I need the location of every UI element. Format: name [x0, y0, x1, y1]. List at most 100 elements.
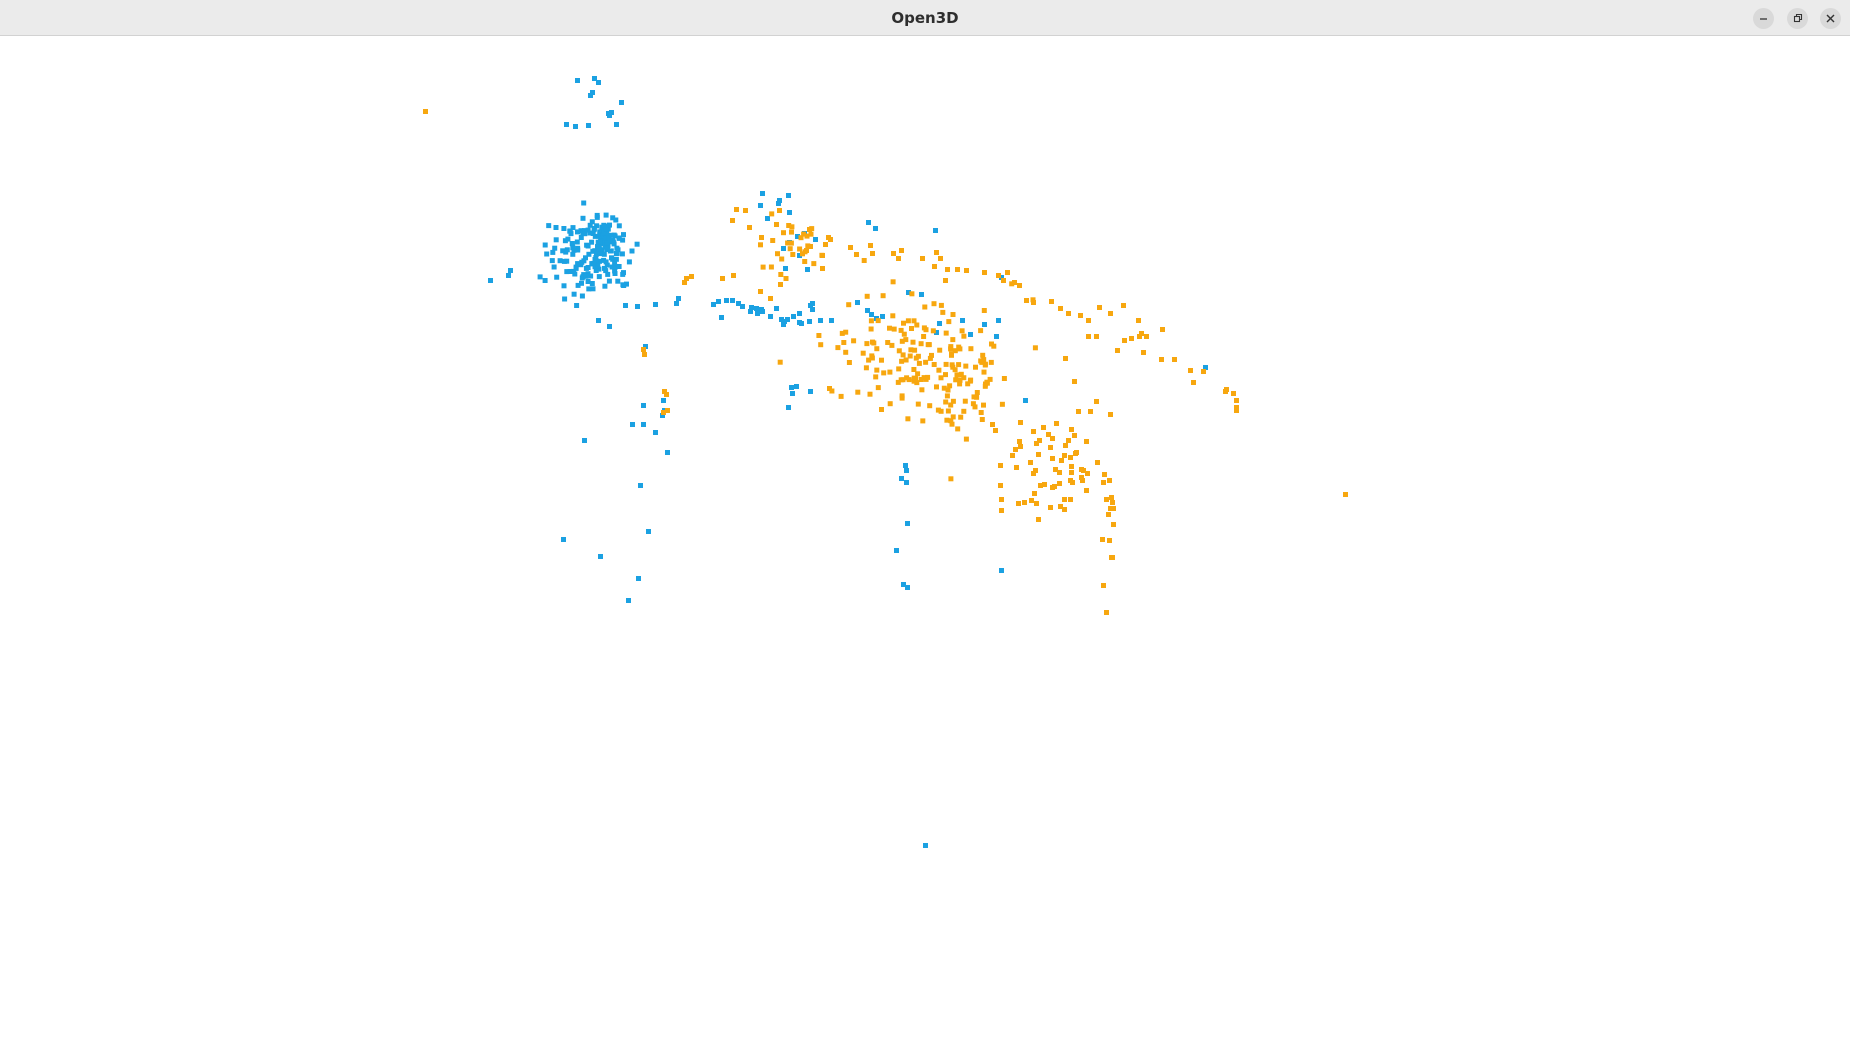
- point: [961, 408, 967, 414]
- point: [769, 211, 775, 217]
- point: [898, 327, 904, 333]
- point: [953, 377, 959, 383]
- point: [890, 279, 896, 285]
- point: [609, 237, 615, 243]
- point: [570, 245, 576, 251]
- point: [798, 235, 804, 241]
- restore-icon: [1793, 13, 1803, 23]
- point: [665, 450, 670, 455]
- point: [962, 398, 968, 404]
- point: [984, 380, 990, 386]
- close-button[interactable]: [1820, 8, 1841, 29]
- point: [911, 378, 917, 384]
- point: [607, 324, 612, 329]
- point: [608, 232, 614, 238]
- point: [781, 246, 786, 251]
- point: [621, 282, 627, 288]
- point: [583, 255, 588, 261]
- minimize-button[interactable]: [1753, 8, 1774, 29]
- point: [614, 122, 619, 127]
- point: [999, 401, 1005, 407]
- point: [905, 416, 911, 422]
- point: [949, 351, 954, 357]
- point: [1058, 504, 1063, 509]
- point: [606, 235, 612, 241]
- point: [589, 219, 595, 225]
- point: [1037, 438, 1042, 443]
- 3d-viewport[interactable]: [0, 37, 1850, 1053]
- point: [711, 302, 716, 307]
- point: [956, 362, 962, 368]
- point: [1104, 497, 1109, 502]
- point: [879, 407, 884, 412]
- point: [664, 392, 669, 397]
- point: [912, 347, 918, 353]
- point: [944, 417, 950, 423]
- point: [898, 377, 904, 383]
- point: [1050, 485, 1055, 490]
- point: [734, 207, 739, 212]
- point: [881, 370, 887, 376]
- point: [782, 319, 787, 324]
- point: [602, 283, 608, 289]
- point: [621, 232, 626, 238]
- point: [930, 328, 936, 334]
- point: [1031, 300, 1036, 305]
- point: [423, 109, 428, 114]
- point: [921, 325, 927, 331]
- point: [662, 389, 667, 394]
- point: [843, 349, 849, 355]
- point: [638, 483, 643, 488]
- point: [1032, 345, 1038, 351]
- point: [1046, 432, 1051, 437]
- point: [1191, 380, 1196, 385]
- point: [982, 383, 988, 389]
- point: [607, 113, 612, 118]
- point: [561, 283, 567, 289]
- point: [626, 259, 632, 265]
- point: [629, 248, 635, 254]
- point: [603, 212, 609, 218]
- point: [810, 301, 815, 306]
- close-icon: [1826, 14, 1835, 23]
- point: [748, 309, 753, 314]
- point: [781, 322, 786, 327]
- restore-button[interactable]: [1787, 8, 1808, 29]
- point: [1034, 441, 1039, 446]
- point: [634, 241, 640, 247]
- window-title: Open3D: [891, 9, 959, 27]
- point: [790, 391, 795, 396]
- point: [880, 293, 886, 299]
- point: [1053, 467, 1058, 472]
- point: [619, 251, 625, 257]
- point: [567, 269, 573, 274]
- point: [1100, 537, 1105, 542]
- point: [846, 302, 852, 308]
- point: [863, 365, 869, 371]
- point: [542, 242, 548, 248]
- point: [891, 326, 897, 332]
- point: [954, 372, 960, 378]
- point: [758, 203, 763, 208]
- point: [947, 383, 953, 389]
- point: [1095, 460, 1100, 465]
- point: [864, 341, 870, 347]
- point: [1102, 472, 1107, 477]
- point: [610, 256, 616, 262]
- point: [582, 231, 588, 237]
- point: [594, 212, 600, 218]
- point: [786, 223, 792, 228]
- point: [785, 317, 790, 322]
- point: [965, 381, 971, 387]
- point: [550, 249, 556, 255]
- point: [903, 463, 908, 468]
- point: [653, 302, 658, 307]
- point: [574, 303, 580, 308]
- point: [736, 301, 741, 306]
- point: [1137, 334, 1142, 339]
- point: [585, 265, 591, 270]
- title-bar[interactable]: Open3D: [0, 0, 1850, 36]
- point: [914, 322, 920, 328]
- point: [564, 269, 570, 275]
- point: [553, 237, 559, 243]
